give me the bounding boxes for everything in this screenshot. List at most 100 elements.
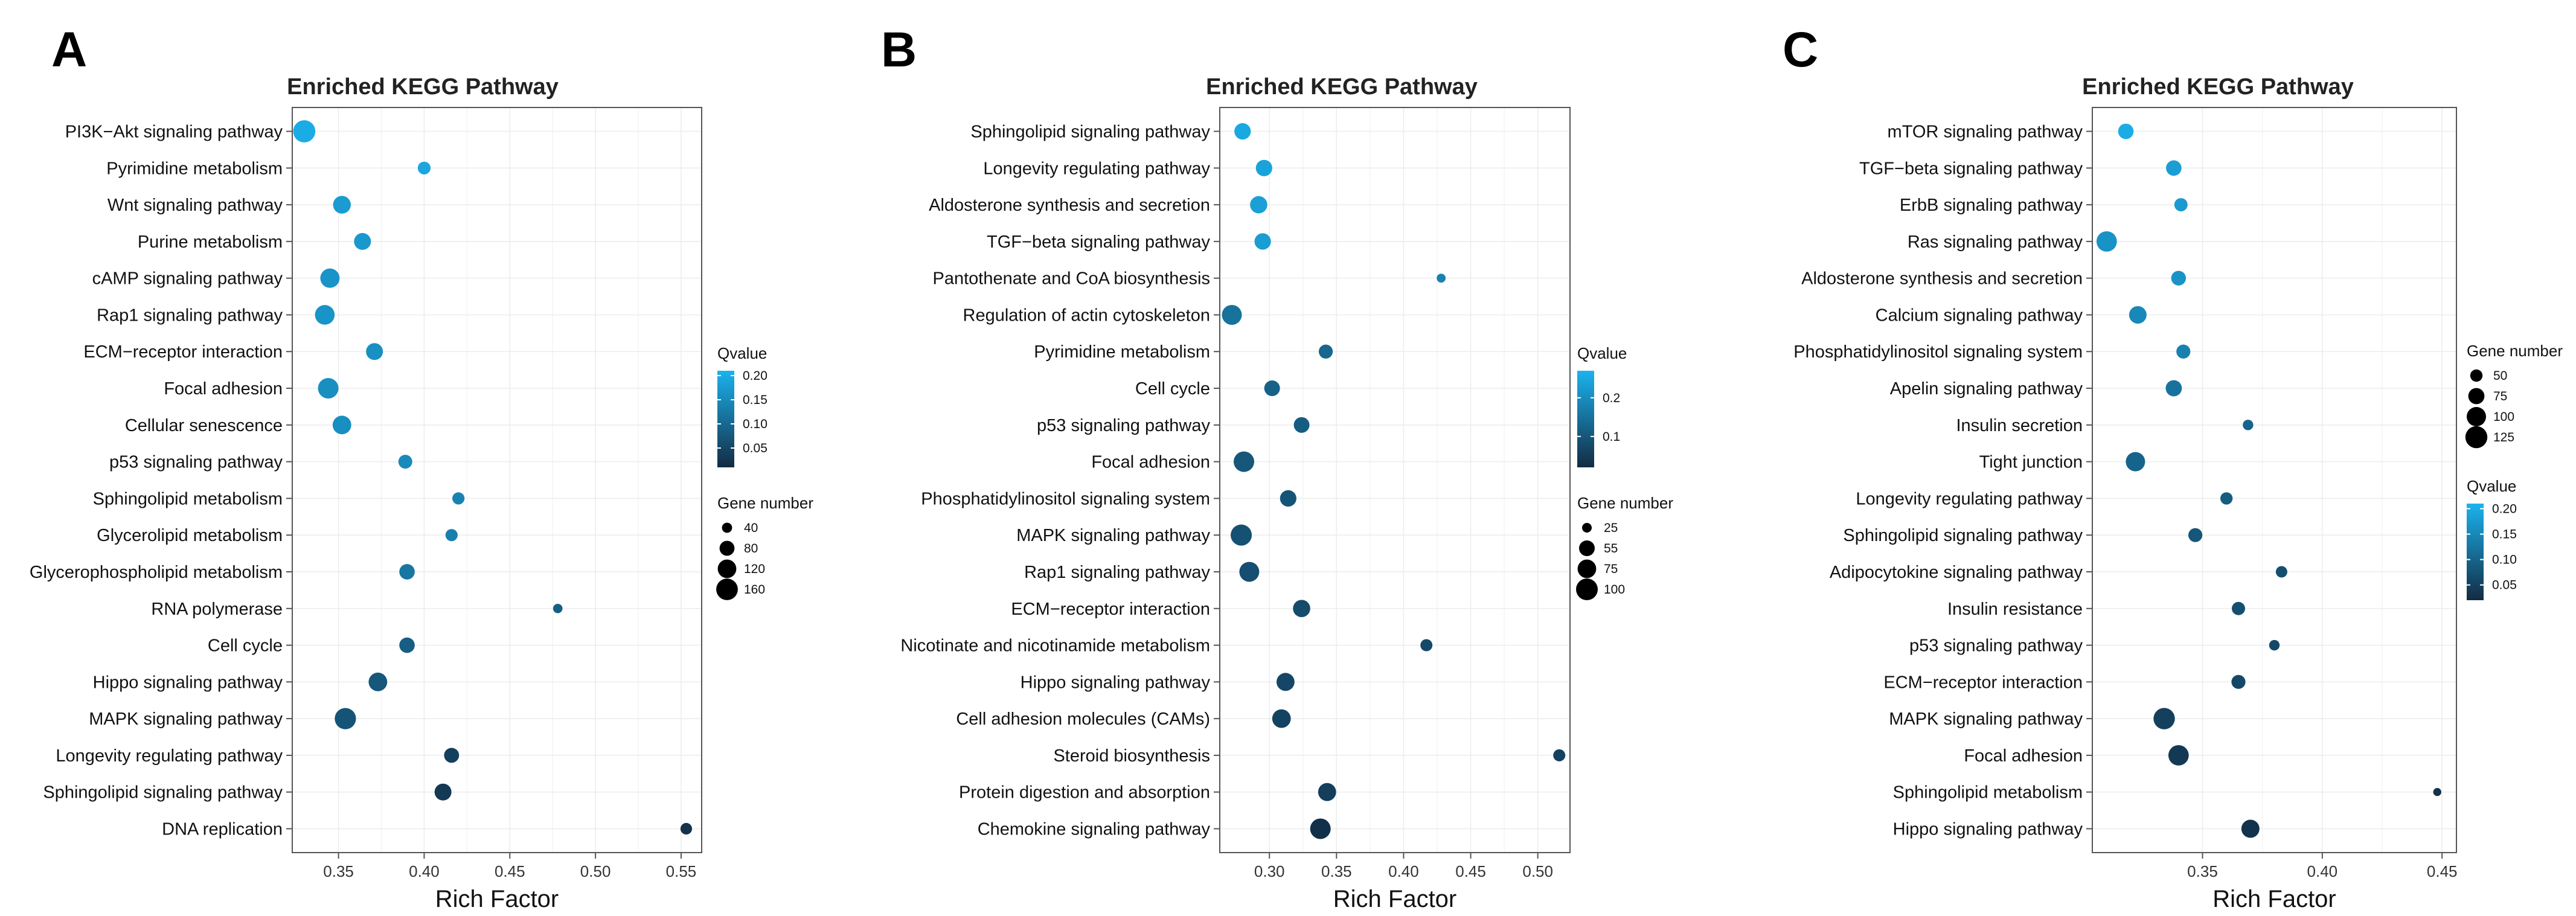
panel-letter: A [51,22,87,77]
data-point[interactable] [2166,160,2182,176]
data-point[interactable] [2096,231,2117,252]
data-point[interactable] [1276,673,1295,691]
data-point[interactable] [680,822,693,835]
data-point[interactable] [318,378,339,399]
gene-number-legend-dot [2468,388,2485,405]
data-point[interactable] [452,492,465,505]
category-label: MAPK signaling pathway [1889,709,2083,729]
data-point[interactable] [2153,708,2175,729]
data-point[interactable] [399,637,415,653]
data-point[interactable] [2275,566,2287,578]
data-point[interactable] [332,415,351,435]
data-point[interactable] [1318,344,1333,359]
plot-title: Enriched KEGG Pathway [1206,74,1478,100]
category-label: Glycerolipid metabolism [97,526,283,545]
data-point[interactable] [2231,601,2245,615]
gene-number-legend-label: 40 [744,521,758,535]
category-label: Nicotinate and nicotinamide metabolism [900,636,1210,656]
data-point[interactable] [333,196,351,214]
category-label: Sphingolipid signaling pathway [970,123,1210,142]
data-point[interactable] [398,455,412,469]
data-point[interactable] [2171,271,2187,286]
category-label: Chemokine signaling pathway [978,819,1211,839]
category-label: Longevity regulating pathway [983,159,1210,178]
gene-number-legend-title: Gene number [717,494,813,512]
data-point[interactable] [2269,639,2280,651]
qvalue-colorbar [717,371,734,467]
category-label: DNA replication [162,819,283,839]
data-point[interactable] [2118,123,2134,139]
category-label: Pyrimidine metabolism [1034,342,1210,362]
data-point[interactable] [2433,787,2441,796]
data-point[interactable] [1310,818,1331,839]
data-point[interactable] [2220,492,2233,505]
data-point[interactable] [1272,709,1291,728]
plot-title: Enriched KEGG Pathway [2082,74,2354,100]
data-point[interactable] [2176,344,2191,359]
data-point[interactable] [445,529,458,542]
qvalue-legend-label: 0.15 [2492,528,2517,542]
data-point[interactable] [1437,274,1446,283]
gene-number-legend-dot [2470,369,2483,382]
x-axis-title: Rich Factor [1333,886,1457,912]
data-point[interactable] [444,748,460,763]
data-point[interactable] [1234,123,1251,140]
panel-a: A Enriched KEGG Pathway PI3K−Akt signaling… [30,22,813,912]
data-point[interactable] [2126,452,2145,472]
data-point[interactable] [2241,819,2260,838]
x-tick-label: 0.50 [580,862,611,880]
gene-number-legend-dot [722,522,732,533]
data-point[interactable] [335,708,356,729]
gene-number-legend-title: Gene number [1577,494,1673,512]
category-label: Insulin secretion [1956,416,2083,435]
qvalue-legend-title: Qvalue [1577,344,1627,362]
data-point[interactable] [553,603,563,613]
category-label: Hippo signaling pathway [93,673,283,692]
data-point[interactable] [315,305,335,325]
data-point[interactable] [320,268,340,288]
data-point[interactable] [1264,380,1280,397]
category-label: TGF−beta signaling pathway [987,232,1210,252]
data-point[interactable] [417,161,431,175]
qvalue-legend-label: 0.05 [2492,578,2517,592]
data-point[interactable] [1234,451,1254,472]
data-point[interactable] [434,783,452,801]
data-point[interactable] [1293,417,1310,433]
category-label: ECM−receptor interaction [1883,673,2083,692]
panel-c: C Enriched KEGG Pathway mTOR signaling pat… [1783,22,2563,912]
data-point[interactable] [2168,745,2189,766]
gene-number-legend-dot [1582,523,1592,533]
data-point[interactable] [1254,233,1271,250]
category-label: Phosphatidylinositol signaling system [921,489,1210,508]
data-point[interactable] [1239,562,1260,582]
data-point[interactable] [1420,639,1433,652]
data-point[interactable] [2165,380,2182,397]
data-point[interactable] [2188,528,2203,542]
data-point[interactable] [399,564,415,580]
data-point[interactable] [1231,524,1252,546]
category-label: Aldosterone synthesis and secretion [1801,269,2083,289]
data-point[interactable] [1318,783,1336,801]
data-point[interactable] [1553,749,1566,761]
data-point[interactable] [1280,490,1296,507]
data-point[interactable] [366,343,383,360]
data-point[interactable] [1250,196,1267,214]
category-label: Aldosterone synthesis and secretion [929,196,1210,215]
qvalue-legend-title: Qvalue [717,344,767,362]
data-point[interactable] [1255,159,1272,176]
data-point[interactable] [2243,420,2254,431]
category-label: RNA polymerase [151,600,283,619]
data-point[interactable] [354,232,371,250]
category-label: Rap1 signaling pathway [1024,563,1210,582]
data-point[interactable] [2231,674,2246,689]
x-tick-label: 0.30 [1254,862,1285,880]
category-label: p53 signaling pathway [1037,416,1210,435]
data-point[interactable] [293,120,316,143]
data-point[interactable] [1293,600,1310,618]
panel-b: B Enriched KEGG Pathway Sphingolipid signa… [881,22,1673,912]
data-point[interactable] [2129,306,2147,324]
data-point[interactable] [2174,198,2188,212]
data-point[interactable] [368,672,388,691]
data-point[interactable] [1222,304,1242,325]
